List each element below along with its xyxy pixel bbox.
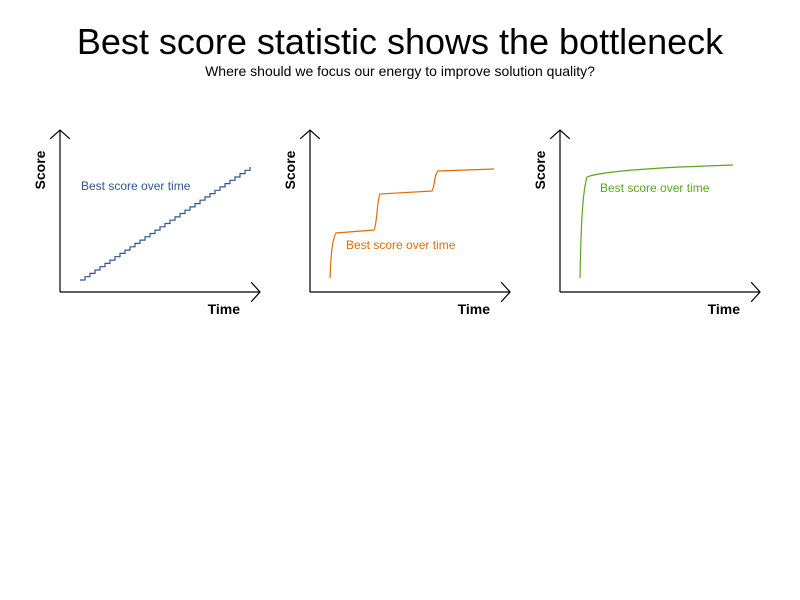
y-axis-label: Score xyxy=(282,150,298,189)
curve-label: Best score over time xyxy=(600,181,710,195)
panel-2: Score Time Best score over time xyxy=(282,130,510,317)
panel-3: Score Time Best score over time xyxy=(532,130,760,317)
best-score-curve xyxy=(329,168,495,279)
x-axis-label: Time xyxy=(708,301,741,317)
panel-1: Score Time Best score over time xyxy=(32,130,260,317)
curve-label: Best score over time xyxy=(346,238,456,252)
x-axis-label: Time xyxy=(208,301,241,317)
slide-subtitle: Where should we focus our energy to impr… xyxy=(205,63,595,79)
curve-label: Best score over time xyxy=(81,179,191,193)
best-score-curve xyxy=(80,167,251,281)
y-axis-label: Score xyxy=(532,150,548,189)
slide-title: Best score statistic shows the bottlenec… xyxy=(76,21,724,62)
y-axis-label: Score xyxy=(32,150,48,189)
best-score-curve xyxy=(579,164,734,279)
x-axis-label: Time xyxy=(458,301,491,317)
